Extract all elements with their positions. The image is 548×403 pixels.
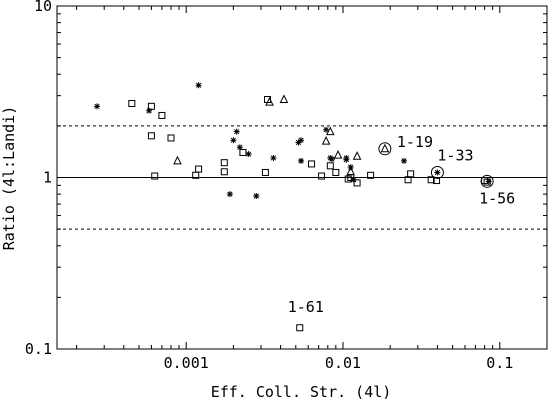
- square-point: [158, 111, 166, 119]
- triangle-point: [325, 126, 335, 136]
- annotation-label: 1-33: [437, 146, 473, 164]
- square-point: [167, 134, 175, 142]
- star-point: [94, 103, 101, 110]
- star-point: [485, 178, 492, 185]
- square-point: [296, 324, 304, 332]
- triangle-point: [380, 143, 390, 153]
- square-point: [407, 170, 415, 178]
- star-point: [230, 137, 237, 144]
- star-point: [270, 154, 277, 161]
- triangle-point: [333, 150, 343, 159]
- square-point: [353, 179, 361, 187]
- star-point: [146, 107, 153, 114]
- star-point: [350, 176, 357, 183]
- star-point: [328, 156, 335, 163]
- annotation-label: 1-61: [288, 298, 324, 316]
- annotation-label: 1-19: [397, 133, 433, 151]
- square-point: [261, 168, 269, 176]
- square-point: [427, 176, 435, 184]
- square-point: [318, 172, 326, 180]
- square-point: [344, 175, 352, 183]
- square-point: [433, 177, 441, 185]
- x-axis-label: Eff. Coll. Str. (4l): [211, 383, 392, 401]
- y-axis-label: Ratio (4l:Landi): [0, 106, 18, 251]
- triangle-point: [173, 155, 182, 165]
- x-tick-label: 0.001: [164, 354, 209, 372]
- y-tick-label: 0.1: [25, 340, 52, 358]
- star-point: [245, 151, 252, 158]
- square-point: [147, 132, 155, 140]
- star-point: [236, 144, 243, 151]
- square-point: [367, 171, 375, 179]
- square-point: [151, 172, 159, 180]
- triangle-point: [279, 94, 289, 103]
- star-point: [295, 139, 302, 146]
- star-point: [434, 169, 441, 176]
- square-point: [147, 102, 155, 110]
- annotation-circle: [430, 165, 444, 179]
- star-point: [226, 191, 233, 198]
- x-tick-label: 0.1: [486, 354, 513, 372]
- square-point: [220, 159, 228, 167]
- star-point: [401, 157, 408, 164]
- star-point: [233, 128, 240, 135]
- star-point: [253, 193, 260, 200]
- triangle-point: [265, 97, 274, 106]
- y-tick-label: 1: [43, 169, 52, 187]
- star-point: [298, 137, 305, 144]
- y-tick-label: 10: [34, 0, 52, 15]
- x-tick-label: 0.01: [325, 354, 361, 372]
- star-point: [323, 126, 330, 133]
- square-point: [308, 160, 316, 168]
- square-point: [239, 148, 247, 156]
- annotation-circle: [480, 174, 494, 188]
- square-point: [128, 100, 136, 108]
- triangle-point: [352, 151, 362, 160]
- star-point: [343, 156, 350, 163]
- triangle-point: [346, 166, 356, 176]
- triangle-point: [321, 135, 331, 145]
- square-point: [332, 168, 340, 176]
- star-point: [298, 157, 305, 164]
- square-point: [326, 162, 334, 170]
- square-point: [195, 165, 203, 173]
- annotation-circle: [378, 142, 392, 156]
- star-point: [195, 82, 202, 89]
- square-point: [220, 168, 228, 176]
- annotation-label: 1-56: [479, 189, 515, 207]
